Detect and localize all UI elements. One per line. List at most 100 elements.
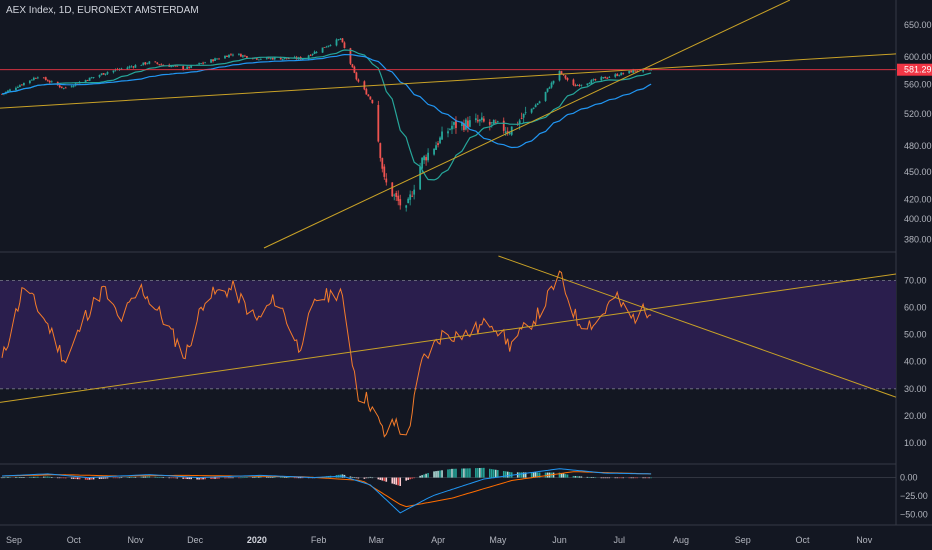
macd-histogram-bar xyxy=(230,477,232,479)
macd-histogram-bar xyxy=(156,477,159,478)
candle-body xyxy=(467,120,469,128)
candle-body xyxy=(30,79,33,81)
candle-body xyxy=(588,83,591,84)
macd-histogram-bar xyxy=(84,477,87,480)
candle-body xyxy=(255,58,258,60)
macd-histogram-bar xyxy=(184,477,186,479)
macd-histogram-bar xyxy=(114,477,117,479)
macd-histogram-bar xyxy=(496,470,499,478)
candle-body xyxy=(34,78,37,79)
rsi-tick-label: 40.00 xyxy=(904,357,927,367)
candle-body xyxy=(44,77,47,80)
candle-body xyxy=(488,121,491,125)
candle-body xyxy=(371,99,374,104)
candle-body xyxy=(335,39,338,46)
candle-body xyxy=(182,66,185,70)
candle-body xyxy=(494,122,497,124)
macd-histogram-bar xyxy=(492,469,495,478)
candle-body xyxy=(22,82,25,86)
candle-body xyxy=(455,120,457,129)
candle-body xyxy=(325,46,328,48)
rsi-resistance-trendline[interactable] xyxy=(498,255,897,398)
macd-histogram-bar xyxy=(453,468,455,478)
macd-histogram-bar xyxy=(228,477,230,479)
macd-histogram-bar xyxy=(618,477,621,479)
macd-histogram-bar xyxy=(469,468,471,478)
macd-histogram-bar xyxy=(393,477,396,485)
candle-body xyxy=(530,108,533,113)
time-tick-label: May xyxy=(489,535,507,545)
macd-histogram-bar xyxy=(351,476,354,478)
candle-body xyxy=(614,74,617,77)
candle-body xyxy=(146,63,149,65)
macd-histogram-bar xyxy=(256,476,258,478)
macd-histogram-bar xyxy=(154,476,157,478)
time-tick-label: 2020 xyxy=(247,535,267,545)
macd-histogram-bar xyxy=(572,475,575,478)
macd-histogram-bar xyxy=(216,477,218,479)
candle-body xyxy=(520,118,523,119)
macd-histogram-bar xyxy=(132,476,135,478)
candle-body xyxy=(210,59,212,63)
ma-fast-line[interactable] xyxy=(1,49,652,181)
price-tick-label: 650.00 xyxy=(904,20,932,30)
price-tick-label: 450.00 xyxy=(904,167,932,177)
macd-histogram-bar xyxy=(287,477,290,479)
macd-histogram-bar xyxy=(17,477,19,478)
candle-body xyxy=(409,194,412,200)
candle-body xyxy=(1,93,3,95)
ma-slow-line[interactable] xyxy=(1,53,652,149)
candle-body xyxy=(140,65,143,66)
macd-histogram-bar xyxy=(353,477,356,479)
candle-body xyxy=(628,70,631,74)
resistance-trendline[interactable] xyxy=(0,53,897,109)
candle-body xyxy=(64,87,67,89)
candle-body xyxy=(636,70,639,72)
macd-histogram-bar xyxy=(451,468,453,478)
rsi-line[interactable] xyxy=(1,270,652,438)
macd-histogram-bar xyxy=(279,477,282,478)
macd-histogram-bar xyxy=(439,470,441,478)
macd-histogram-bar xyxy=(552,472,555,478)
macd-histogram-bar xyxy=(419,475,421,478)
macd-histogram-bar xyxy=(409,477,411,480)
macd-histogram-bar xyxy=(186,477,188,479)
candle-body xyxy=(385,178,388,183)
candle-body xyxy=(564,75,567,79)
macd-histogram-bar xyxy=(381,477,384,481)
candle-body xyxy=(86,80,89,81)
candle-body xyxy=(58,85,61,88)
candle-body xyxy=(391,182,394,197)
candle-body xyxy=(524,112,527,114)
rsi-support-trendline[interactable] xyxy=(0,273,897,403)
macd-histogram-bar xyxy=(142,476,145,478)
candle-body xyxy=(156,62,159,64)
candle-body xyxy=(538,101,541,104)
macd-histogram-bar xyxy=(494,469,497,478)
macd-histogram-bar xyxy=(532,472,535,478)
candle-body xyxy=(102,73,105,75)
macd-histogram-bar xyxy=(202,477,204,480)
candle-body xyxy=(230,54,232,56)
macd-histogram-bar xyxy=(104,477,107,479)
time-tick-label: Sep xyxy=(735,535,751,545)
candle-body xyxy=(132,66,135,68)
candle-body xyxy=(341,38,344,43)
macd-histogram-bar xyxy=(399,477,402,486)
macd-line[interactable] xyxy=(1,468,652,514)
macd-histogram-bar xyxy=(628,477,630,479)
candle-body xyxy=(630,70,633,73)
candle-body xyxy=(439,137,441,144)
macd-signal-line[interactable] xyxy=(2,471,652,508)
macd-histogram-bar xyxy=(385,477,388,482)
candle-body xyxy=(343,42,346,48)
support-trendline[interactable] xyxy=(263,0,791,249)
macd-histogram-bar xyxy=(273,477,276,478)
candle-body xyxy=(502,120,505,131)
macd-histogram-bar xyxy=(102,477,105,479)
macd-histogram-bar xyxy=(502,471,505,478)
macd-histogram-bar xyxy=(76,477,79,480)
candle-body xyxy=(594,78,597,81)
candle-body xyxy=(590,80,593,84)
